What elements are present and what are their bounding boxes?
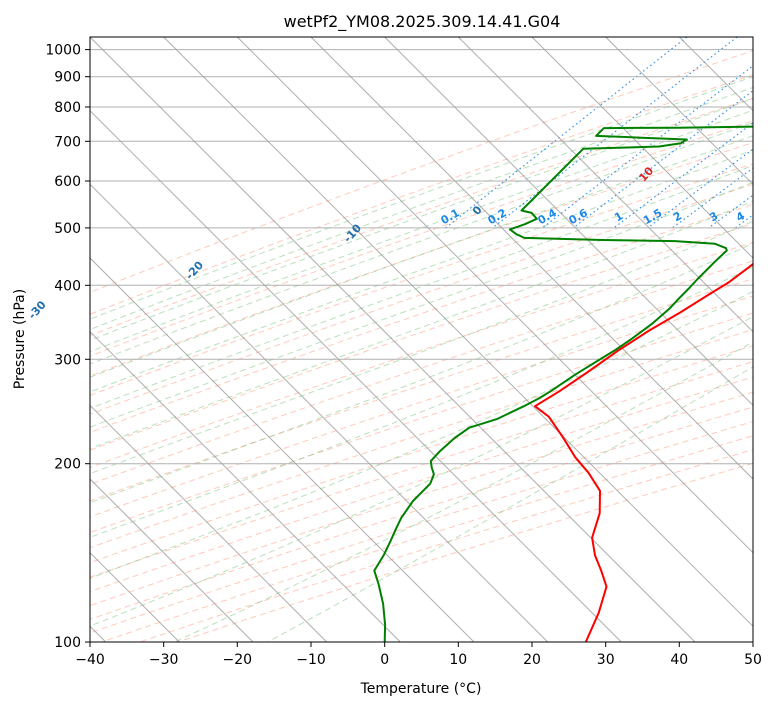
x-tick-label: 10 (449, 652, 467, 668)
dry-adiabat (90, 74, 753, 315)
x-tick-label: 40 (670, 652, 688, 668)
x-axis-label: Temperature (°C) (360, 681, 482, 697)
x-tick-label: −30 (149, 652, 179, 668)
y-tick-label: 600 (54, 174, 81, 190)
isotherm (457, 37, 753, 333)
isotherm (90, 257, 475, 642)
y-tick-label: 800 (54, 100, 81, 116)
y-tick-label: 700 (54, 134, 81, 150)
isotherm (90, 330, 401, 642)
y-tick-label: 1000 (45, 43, 81, 59)
dry-adiabat (90, 97, 753, 337)
dry-adiabat (90, 183, 753, 415)
dry-adiabat (90, 142, 753, 377)
temperature-profile (534, 262, 753, 642)
x-tick-label: −40 (75, 652, 105, 668)
y-tick-label: 300 (54, 352, 81, 368)
plot-grid (90, 37, 753, 642)
mixing-ratio-line (572, 89, 753, 229)
y-tick-label: 500 (54, 221, 81, 237)
mixing-ratio-line (492, 37, 738, 229)
mixing-ratio-line (445, 37, 688, 229)
isotherm (90, 404, 328, 642)
x-tick-label: −20 (223, 652, 253, 668)
plot-frame (89, 36, 754, 643)
chart-title: wetPf2_YM08.2025.309.14.41.G04 (284, 12, 561, 32)
dewpoint-profile (373, 125, 753, 642)
isotherm (90, 183, 549, 642)
dry-adiabat (90, 329, 753, 549)
isotherm (163, 37, 753, 628)
moist-adiabat (90, 76, 753, 320)
mixing-ratio-line (647, 148, 753, 229)
moist-adiabat (90, 164, 753, 409)
x-tick-label: −10 (296, 652, 326, 668)
dry-adiabat (90, 260, 753, 485)
moist-adiabat (267, 366, 753, 642)
dry-adiabat (90, 163, 753, 396)
x-tick-label: 0 (380, 652, 389, 668)
x-tick-label: 20 (523, 652, 541, 668)
dry-adiabat (90, 50, 753, 293)
y-tick-label: 400 (54, 278, 81, 294)
y-tick-label: 100 (54, 635, 81, 651)
y-axis-label: Pressure (hPa) (12, 289, 28, 389)
isotherm (384, 37, 753, 407)
dry-adiabat (90, 361, 753, 578)
isotherm (90, 109, 622, 642)
isotherm (90, 37, 696, 642)
x-tick-label: 50 (744, 652, 762, 668)
y-tick-label: 200 (54, 457, 81, 473)
dry-adiabat (90, 278, 753, 502)
y-tick-label: 900 (54, 70, 81, 86)
x-axis-ticks: −40 −30 −20 −10 0 10 20 30 40 50 (75, 642, 762, 668)
isotherm (310, 37, 753, 480)
moist-adiabat (90, 220, 753, 475)
series-layer (373, 125, 753, 642)
moist-adiabat (90, 86, 753, 331)
isotherm (90, 478, 254, 642)
y-axis-ticks: 1000 900 800 700 600 500 400 300 200 100 (45, 43, 90, 651)
dry-adiabat (90, 312, 753, 534)
moist-adiabat (90, 290, 753, 579)
moist-adiabat (90, 316, 753, 627)
x-tick-label: 30 (597, 652, 615, 668)
moist-adiabat (90, 109, 753, 353)
dry-adiabat (90, 391, 753, 607)
isotherm (236, 37, 753, 554)
moist-adiabat (90, 200, 753, 450)
dry-adiabat (90, 223, 753, 451)
mixing-ratio-line (672, 167, 753, 229)
isotherm (605, 37, 753, 186)
